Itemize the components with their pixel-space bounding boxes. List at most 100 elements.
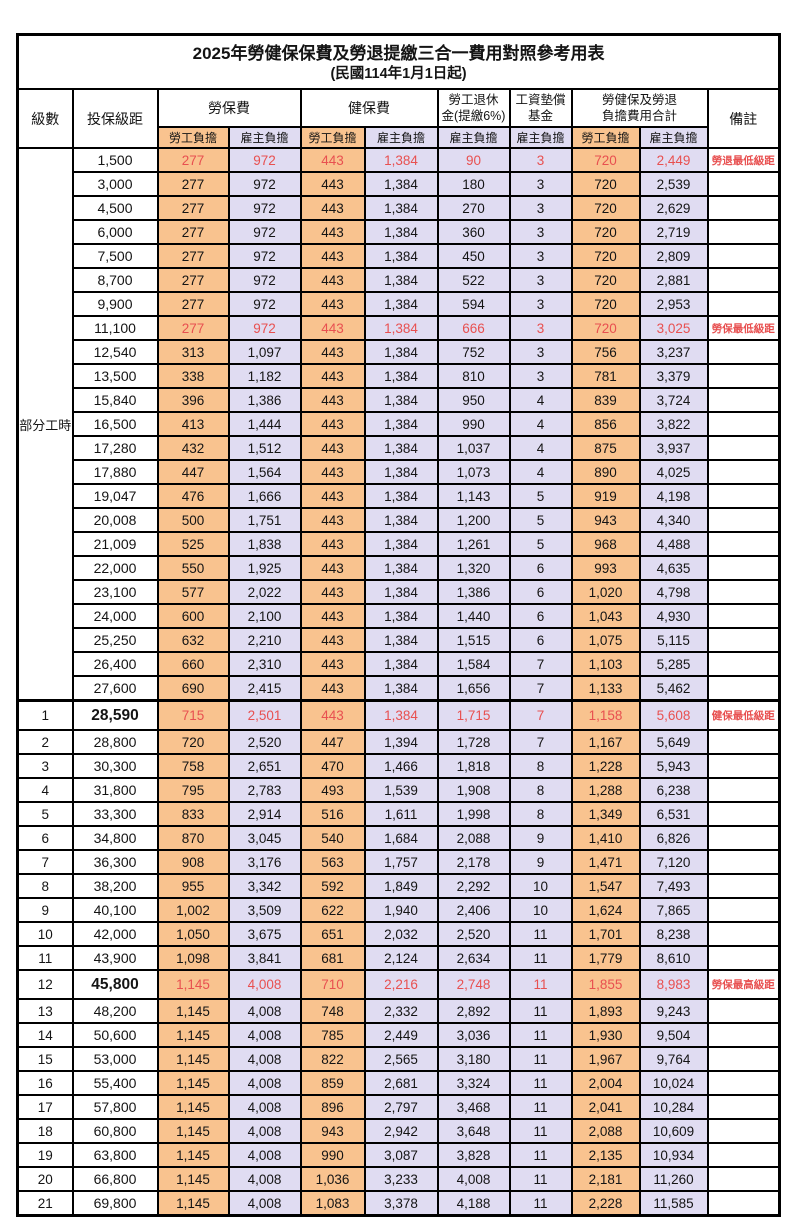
fee-cell: 7 [508, 729, 573, 755]
fee-cell: 7,120 [638, 849, 709, 875]
level-cell: 2 [16, 729, 74, 755]
table-row: 15,840 396 1,386 443 1,384 950 4 839 3,724 [18, 387, 781, 413]
fee-cell: 6,826 [638, 825, 709, 851]
fee-cell: 5,285 [638, 651, 709, 677]
fee-cell: 592 [299, 873, 366, 899]
fee-cell: 822 [299, 1046, 366, 1072]
note-cell [706, 1046, 781, 1072]
bracket-cell: 8,700 [71, 267, 159, 293]
fee-cell: 1,145 [156, 969, 230, 1000]
fee-cell: 1,133 [570, 675, 641, 702]
bracket-cell: 24,000 [71, 603, 159, 629]
fee-cell: 1,145 [156, 1190, 230, 1217]
fee-cell: 577 [156, 579, 230, 605]
fee-cell: 1,751 [227, 507, 302, 533]
fee-cell: 1,145 [156, 998, 230, 1024]
level-cell: 1 [16, 699, 74, 731]
fee-cell: 277 [156, 315, 230, 341]
col-subheader-employer: 雇主負擔 [508, 126, 573, 149]
fee-cell: 720 [570, 171, 641, 197]
note-cell [706, 459, 781, 485]
bracket-cell: 45,800 [71, 969, 159, 1000]
fee-cell: 10,284 [638, 1094, 709, 1120]
col-header-pension: 勞工退休 金(提繳6%) [436, 88, 511, 128]
table-row: 6 34,800 870 3,045 540 1,684 2,088 9 1,410 6,826 [16, 825, 781, 851]
fee-cell: 972 [227, 171, 302, 197]
fee-cell: 1,684 [363, 825, 439, 851]
fee-cell: 2,332 [363, 998, 439, 1024]
fee-cell: 1,930 [570, 1022, 641, 1048]
fee-cell: 5,608 [638, 699, 709, 731]
fee-cell: 715 [156, 699, 230, 731]
fee-cell: 1,440 [436, 603, 511, 629]
fee-cell: 9,243 [638, 998, 709, 1024]
note-cell [706, 921, 781, 947]
fee-cell: 1,564 [227, 459, 302, 485]
fee-cell: 2,501 [227, 699, 302, 731]
fee-cell: 180 [436, 171, 511, 197]
fee-cell: 1,539 [363, 777, 439, 803]
fee-cell: 1,384 [363, 675, 439, 702]
table-row: 2 28,800 720 2,520 447 1,394 1,728 7 1,167 5,649 [16, 729, 781, 755]
note-cell [706, 219, 781, 245]
col-header-total: 勞健保及勞退 負擔費用合計 [570, 88, 709, 128]
fee-cell: 1,584 [436, 651, 511, 677]
bracket-cell: 17,280 [71, 435, 159, 461]
fee-cell: 4,188 [436, 1190, 511, 1217]
fee-cell: 3,324 [436, 1070, 511, 1096]
fee-cell: 1,384 [363, 219, 439, 245]
bracket-cell: 15,840 [71, 387, 159, 413]
fee-cell: 443 [299, 555, 366, 581]
table-row: 7 36,300 908 3,176 563 1,757 2,178 9 1,471 7,120 [16, 849, 781, 875]
fee-cell: 2,088 [570, 1118, 641, 1144]
fee-cell: 11 [508, 1166, 573, 1192]
fee-cell: 11 [508, 1118, 573, 1144]
note-cell [706, 339, 781, 365]
fee-cell: 1,624 [570, 897, 641, 923]
fee-cell: 2,228 [570, 1190, 641, 1217]
note-cell [706, 897, 781, 923]
fee-cell: 1,701 [570, 921, 641, 947]
fee-cell: 1,547 [570, 873, 641, 899]
fee-cell: 2,124 [363, 945, 439, 971]
fee-cell: 3 [508, 195, 573, 221]
fee-cell: 3,180 [436, 1046, 511, 1072]
fee-cell: 6 [508, 555, 573, 581]
fee-cell: 1,818 [436, 753, 511, 779]
header-row-groups: 級數 投保級距 勞保費 健保費 勞工退休 金(提繳6%) 工資墊償 基金 勞健保… [16, 88, 781, 149]
fee-cell: 11 [508, 945, 573, 971]
fee-cell: 443 [299, 339, 366, 365]
fee-cell: 2,809 [638, 243, 709, 269]
fee-cell: 443 [299, 315, 366, 341]
fee-cell: 2,181 [570, 1166, 641, 1192]
fee-cell: 1,849 [363, 873, 439, 899]
fee-cell: 432 [156, 435, 230, 461]
fee-cell: 1,384 [363, 195, 439, 221]
fee-cell: 1,666 [227, 483, 302, 509]
fee-cell: 1,384 [363, 243, 439, 269]
bracket-cell: 28,590 [71, 699, 159, 731]
note-cell: 健保最低級距 [706, 699, 781, 731]
level-cell: 14 [16, 1022, 74, 1048]
fee-cell: 1,384 [363, 603, 439, 629]
fee-cell: 11 [508, 1142, 573, 1168]
fee-cell: 795 [156, 777, 230, 803]
bracket-cell: 1,500 [71, 147, 159, 173]
fee-cell: 2,449 [638, 147, 709, 173]
note-cell [706, 777, 781, 803]
fee-cell: 443 [299, 627, 366, 653]
col-subheader-employer: 雇主負擔 [227, 126, 302, 149]
fee-cell: 1,384 [363, 147, 439, 173]
bracket-cell: 63,800 [71, 1142, 159, 1168]
note-cell [706, 753, 781, 779]
fee-cell: 908 [156, 849, 230, 875]
fee-cell: 1,143 [436, 483, 511, 509]
note-cell [706, 507, 781, 533]
note-cell [706, 801, 781, 827]
table-row: 18 60,800 1,145 4,008 943 2,942 3,648 11 2,088 10… [16, 1118, 781, 1144]
note-cell [706, 387, 781, 413]
fee-cell: 1,384 [363, 531, 439, 557]
fee-cell: 1,158 [570, 699, 641, 731]
fee-cell: 748 [299, 998, 366, 1024]
part-time-group-label: 部分工時 [16, 147, 74, 702]
